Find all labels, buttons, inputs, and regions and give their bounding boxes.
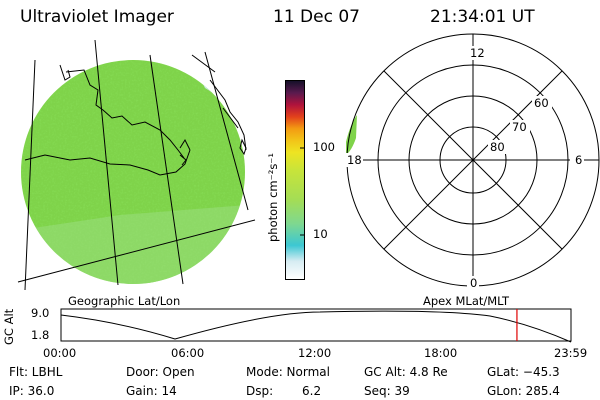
mlt-label-0: 0 <box>470 276 478 290</box>
seq-info: Seq: 39 <box>364 384 410 398</box>
gc-alt-info: GC Alt: 4.8 Re <box>364 365 448 379</box>
filter-info: Flt: LBHL <box>9 365 63 379</box>
timeline-ylabel: GC Alt <box>2 308 16 345</box>
timeline-ytick-low: 1.8 <box>31 328 50 342</box>
timeline-xtick-1800: 18:00 <box>424 346 458 360</box>
glat-info: GLat: −45.3 <box>487 365 560 379</box>
colorbar-tick-10: 10 <box>313 227 328 241</box>
timeline-xtick-1200: 12:00 <box>298 346 332 360</box>
map-grid <box>17 39 256 291</box>
polar-emission <box>346 115 357 155</box>
mode-info: Mode: Normal <box>246 365 330 379</box>
timeline-xtick-0000: 00:00 <box>43 346 77 360</box>
mlat-label-60: 60 <box>534 96 549 110</box>
ip-info: IP: 36.0 <box>9 384 55 398</box>
door-info: Door: Open <box>126 365 195 379</box>
coastlines <box>24 54 247 176</box>
dsp-value: 6.2 <box>302 384 322 398</box>
timeline-xtick-2359: 23:59 <box>554 346 588 360</box>
colorbar <box>285 80 305 280</box>
mlt-label-12: 12 <box>470 46 485 60</box>
mlt-label-18: 18 <box>347 153 362 167</box>
polar-caption: Apex MLat/MLT <box>423 294 510 308</box>
date-label: 11 Dec 07 <box>273 7 360 27</box>
timeline-ytick-high: 9.0 <box>31 306 50 320</box>
time-label: 21:34:01 UT <box>430 7 535 27</box>
colorbar-ticks <box>300 147 305 236</box>
timeline-xtick-0600: 06:00 <box>171 346 205 360</box>
mlat-label-80: 80 <box>490 140 505 154</box>
dsp-label: Dsp: <box>246 384 274 398</box>
instrument-title: Ultraviolet Imager <box>20 7 174 27</box>
altitude-curve <box>60 310 572 343</box>
gain-info: Gain: 14 <box>126 384 177 398</box>
colorbar-tick-100: 100 <box>313 140 335 154</box>
map-caption: Geographic Lat/Lon <box>68 294 181 308</box>
mlt-label-6: 6 <box>575 153 583 167</box>
glon-info: GLon: 285.4 <box>487 384 560 398</box>
mlat-label-70: 70 <box>512 120 527 134</box>
